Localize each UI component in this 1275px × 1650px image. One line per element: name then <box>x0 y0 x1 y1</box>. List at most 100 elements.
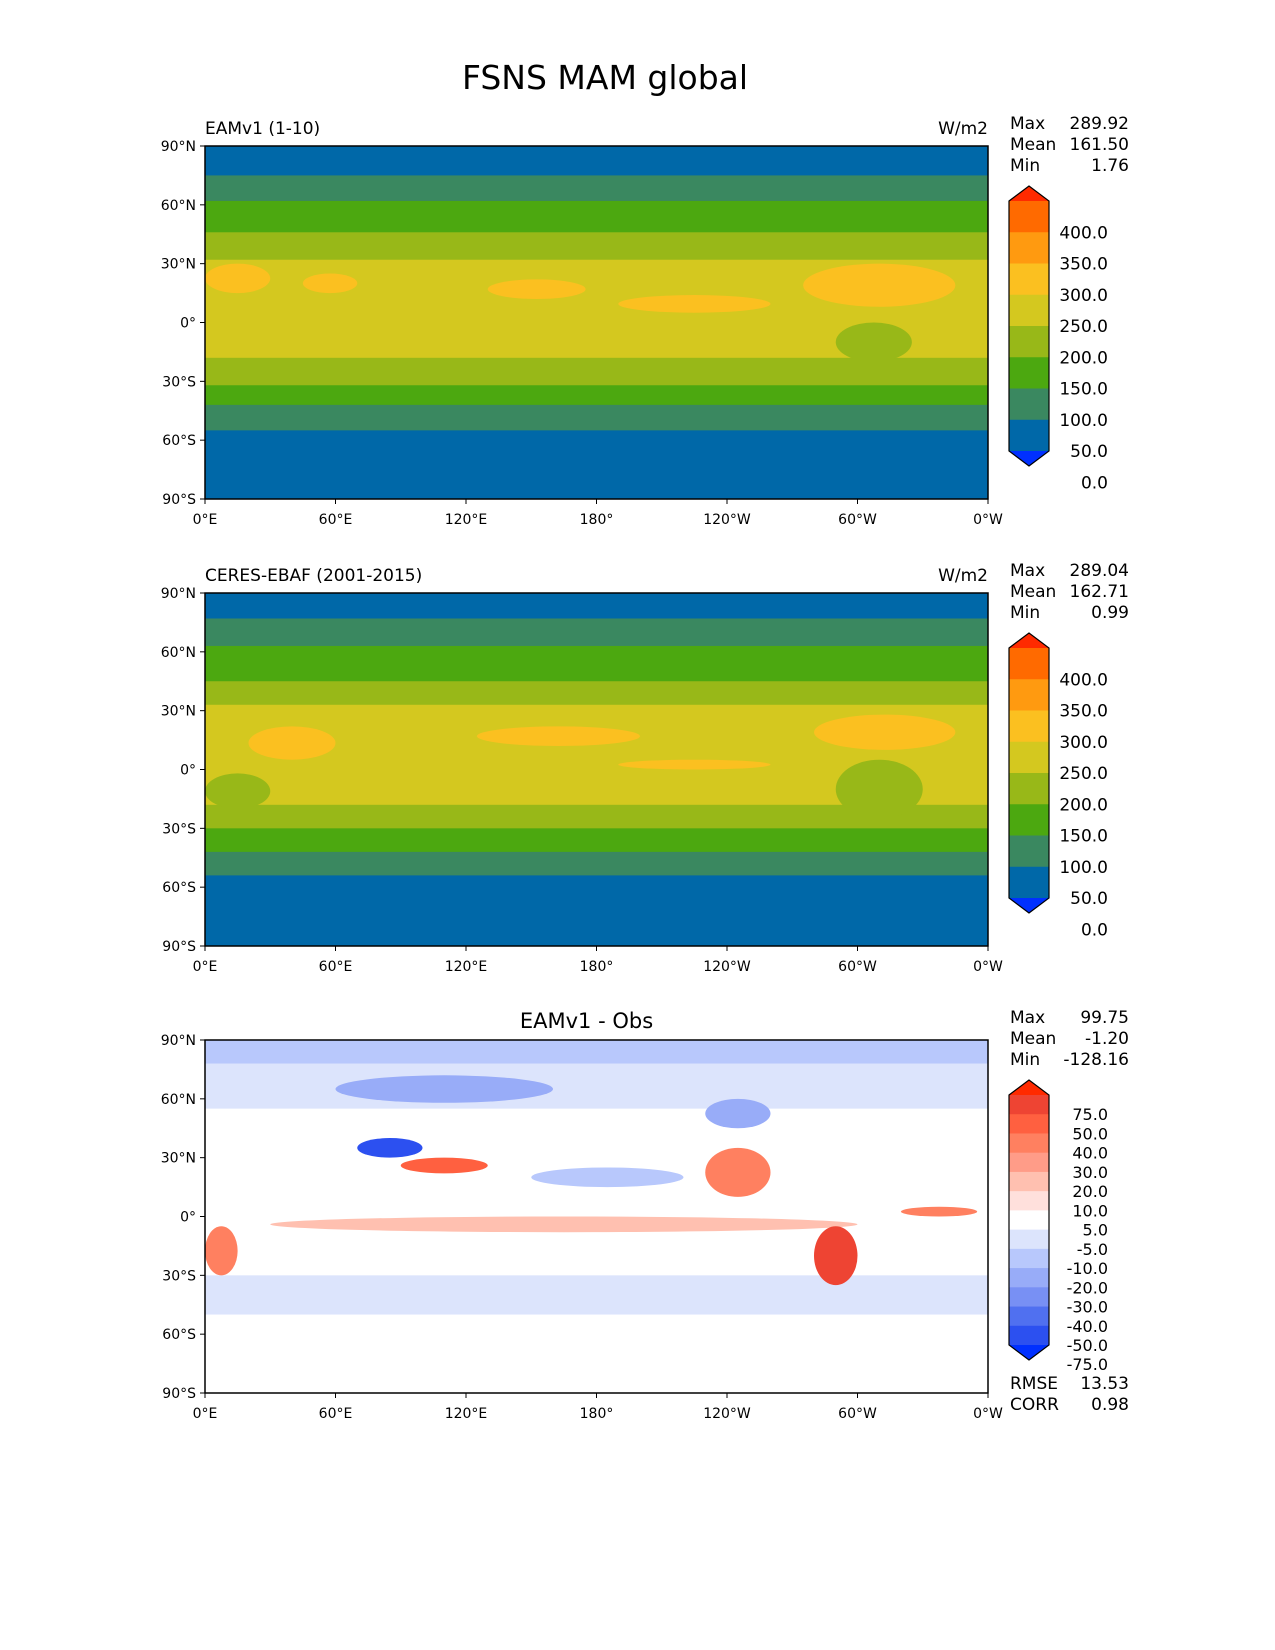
colorbar-outline <box>1008 185 1050 467</box>
colorbar-tick-label: 400.0 <box>1059 223 1108 243</box>
colorbar-tick-label: -10.0 <box>1067 1259 1108 1278</box>
colorbar-extend-max <box>1009 633 1049 648</box>
zonal-band <box>205 200 988 233</box>
colorbar-tick-label: 5.0 <box>1083 1221 1108 1240</box>
colorbar-tick-label: 30.0 <box>1072 1163 1108 1182</box>
colorbar-tick-label: 350.0 <box>1059 255 1108 275</box>
stat-label: Min <box>1010 603 1040 623</box>
colorbar-extend-min <box>1009 898 1049 913</box>
colorbar-tick-label: 200.0 <box>1059 795 1108 815</box>
colorbar-segment <box>1009 1171 1049 1192</box>
stat-label: Mean <box>1010 1029 1056 1049</box>
lat-tick-label: 60°S <box>162 433 196 449</box>
zonal-band <box>205 1040 988 1065</box>
units-label: W/m2 <box>938 566 988 586</box>
stat-value: -128.16 <box>1063 1050 1129 1070</box>
zonal-band <box>205 618 988 647</box>
colorbar-tick-label: 10.0 <box>1072 1201 1108 1220</box>
stat-label: Max <box>1010 561 1045 581</box>
panel-title: CERES-EBAF (2001-2015) <box>205 566 422 586</box>
lon-tick-label: 0°W <box>973 959 1003 975</box>
lon-tick-label: 60°E <box>319 959 353 975</box>
lat-tick-label: 0° <box>180 316 196 332</box>
field-patch <box>901 1206 978 1217</box>
field-patch <box>835 322 912 362</box>
colorbar-segment <box>1009 1210 1049 1231</box>
field-patch <box>618 759 771 770</box>
zonal-band <box>205 851 988 876</box>
lon-tick-label: 120°E <box>445 1406 488 1422</box>
lat-tick-label: 30°S <box>162 1268 196 1284</box>
lat-tick-label: 30°N <box>161 257 196 273</box>
field-patch <box>814 714 956 750</box>
colorbar-segment <box>1009 232 1049 264</box>
lon-tick-label: 180° <box>580 959 614 975</box>
colorbar-segment <box>1009 1287 1049 1308</box>
zonal-band <box>205 404 988 431</box>
lon-tick-label: 0°E <box>193 1406 218 1422</box>
lat-tick-label: 90°S <box>162 939 196 955</box>
stat-value: -1.20 <box>1085 1029 1129 1049</box>
colorbar-extend-max <box>1009 1080 1049 1095</box>
colorbar-extend-max <box>1009 186 1049 201</box>
lon-tick-label: 60°W <box>838 1406 877 1422</box>
colorbar-tick-label: 300.0 <box>1059 286 1108 306</box>
colorbar-tick-label: 250.0 <box>1059 317 1108 337</box>
colorbar-segment <box>1009 773 1049 805</box>
lat-tick-label: 90°N <box>161 139 196 155</box>
stat-value: 161.50 <box>1070 135 1129 155</box>
zonal-band <box>205 681 988 706</box>
zonal-band <box>205 146 988 176</box>
stat-label: Mean <box>1010 582 1056 602</box>
lat-tick-label: 30°S <box>162 374 196 390</box>
zonal-band <box>205 875 988 947</box>
colorbar-tick-label: 300.0 <box>1059 733 1108 753</box>
colorbar-segment <box>1009 866 1049 899</box>
colorbar-segment <box>1009 1095 1049 1115</box>
lat-tick-label: 90°S <box>162 492 196 508</box>
colorbar-segment <box>1009 1248 1049 1269</box>
stat-value: 162.71 <box>1070 582 1129 602</box>
lat-tick-label: 30°S <box>162 821 196 837</box>
lat-tick-label: 60°N <box>161 645 196 661</box>
zonal-band <box>205 385 988 406</box>
zonal-band <box>205 430 988 500</box>
colorbar-tick-label: -75.0 <box>1067 1355 1108 1374</box>
colorbar-tick-label: 40.0 <box>1072 1144 1108 1163</box>
field-patch <box>302 273 358 294</box>
zonal-band <box>205 645 988 682</box>
colorbar-segment <box>1009 326 1049 358</box>
lat-tick-label: 60°S <box>162 880 196 896</box>
field-patch <box>270 1216 858 1233</box>
zonal-band <box>205 1063 988 1110</box>
stat-value: 0.99 <box>1091 603 1129 623</box>
field-patch <box>357 1138 423 1158</box>
zonal-band <box>205 232 988 261</box>
lon-tick-label: 0°E <box>193 512 218 528</box>
colorbar-tick-label: 350.0 <box>1059 702 1108 722</box>
zonal-band <box>205 175 988 202</box>
stat-value: 1.76 <box>1091 156 1129 176</box>
colorbar-segment <box>1009 1306 1049 1327</box>
lat-tick-label: 90°N <box>161 1033 196 1049</box>
zonal-band <box>205 1275 988 1316</box>
stat-label: Mean <box>1010 135 1056 155</box>
colorbar-segment <box>1009 263 1049 296</box>
colorbar-segment <box>1009 741 1049 774</box>
field-patch <box>835 759 923 819</box>
lon-tick-label: 60°E <box>319 512 353 528</box>
colorbar-extend-min <box>1009 1345 1049 1360</box>
colorbar-segment <box>1009 294 1049 327</box>
stat-label: Min <box>1010 1050 1040 1070</box>
stat-value: 289.04 <box>1070 561 1129 581</box>
colorbar-segment <box>1009 419 1049 452</box>
field-patch <box>248 726 336 760</box>
panel-title: EAMv1 (1-10) <box>205 119 320 139</box>
colorbar-tick-label: 250.0 <box>1059 764 1108 784</box>
lon-tick-label: 0°E <box>193 959 218 975</box>
zonal-band <box>205 828 988 853</box>
colorbar-segment <box>1009 1152 1049 1173</box>
lat-tick-label: 90°N <box>161 586 196 602</box>
stat-value: 99.75 <box>1080 1008 1129 1028</box>
